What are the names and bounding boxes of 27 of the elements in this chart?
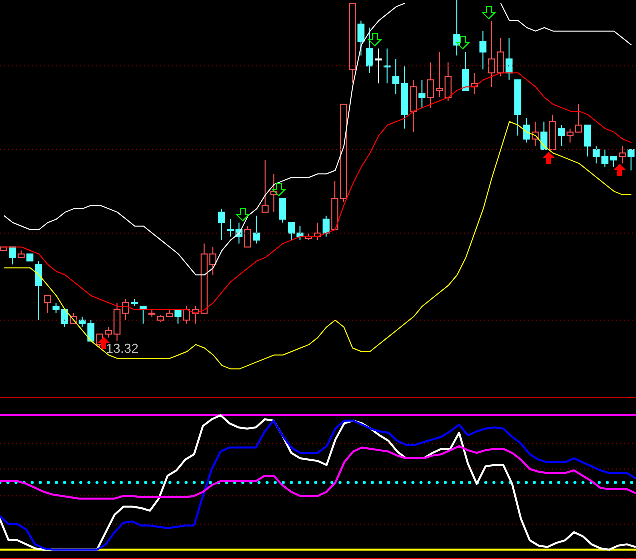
annotation: 13.32 [106, 340, 139, 356]
candlestick [244, 226, 252, 248]
candlestick [279, 198, 286, 224]
candlestick [366, 27, 374, 74]
candlestick [540, 121, 548, 150]
candlestick [262, 160, 269, 213]
candlestick [218, 208, 226, 241]
candlestick [444, 62, 452, 102]
candlestick [375, 48, 382, 84]
candlestick [322, 215, 330, 238]
candlestick [35, 260, 42, 321]
candlestick [462, 52, 470, 92]
candlestick [619, 146, 626, 164]
candlestick [506, 38, 513, 81]
candlestick [392, 58, 400, 95]
candlestick [523, 118, 530, 144]
candlestick [558, 124, 566, 147]
candlestick [253, 215, 260, 244]
candlestick [628, 149, 635, 172]
candlestick [610, 156, 618, 168]
candlestick [44, 296, 52, 314]
candlestick [418, 80, 426, 108]
candlestick [288, 222, 296, 241]
candlestick [480, 30, 487, 70]
candlestick [584, 124, 592, 158]
candlestick [358, 20, 365, 56]
candlestick [384, 48, 391, 84]
